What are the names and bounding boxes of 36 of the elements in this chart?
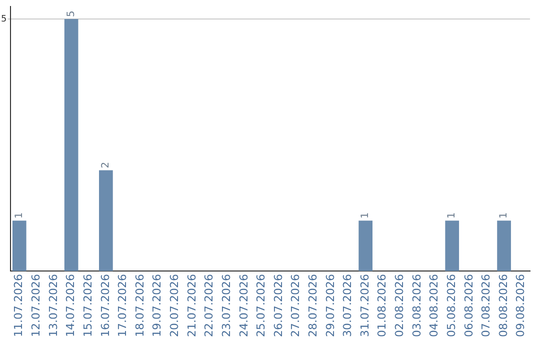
x-tick-label: 23.07.2026 xyxy=(220,274,233,338)
x-tick-label: 22.07.2026 xyxy=(202,274,216,338)
x-tick-label: 31.07.2026 xyxy=(358,274,372,338)
data-label: 1 xyxy=(498,212,510,219)
data-label: 1 xyxy=(14,212,25,219)
x-tick-label: 11.07.2026 xyxy=(12,274,26,338)
x-tick-label: 27.07.2026 xyxy=(289,274,302,338)
x-tick-label: 07.08.2026 xyxy=(480,274,493,338)
x-tick-label: 16.07.2026 xyxy=(98,274,112,338)
x-tick-label: 01.08.2026 xyxy=(376,274,389,338)
x-tick-label: 24.07.2026 xyxy=(237,274,250,338)
x-tick-label: 13.07.2026 xyxy=(46,274,60,338)
x-tick-label: 04.08.2026 xyxy=(428,274,441,338)
x-tick-label: 18.07.2026 xyxy=(133,274,146,338)
x-tick-label: 05.08.2026 xyxy=(444,274,458,338)
x-tick-label: 08.08.2026 xyxy=(496,274,510,338)
data-label: 1 xyxy=(446,212,458,219)
x-tick-label: 26.07.2026 xyxy=(272,274,285,338)
x-tick-label: 14.07.2026 xyxy=(64,274,78,338)
data-label: 1 xyxy=(360,212,372,219)
x-tick-label: 02.08.2026 xyxy=(393,274,406,338)
x-tick-label: 17.07.2026 xyxy=(116,274,130,338)
x-tick-label: 15.07.2026 xyxy=(81,274,94,338)
x-tick-label: 09.08.2026 xyxy=(514,274,528,338)
x-tick-label: 03.08.2026 xyxy=(410,274,424,338)
x-tick-label: 19.07.2026 xyxy=(150,274,164,338)
x-tick-label: 06.08.2026 xyxy=(462,274,476,338)
x-tick-label: 20.07.2026 xyxy=(168,274,182,338)
x-tick-label: 30.07.2026 xyxy=(341,274,354,338)
data-label: 5 xyxy=(66,10,77,17)
x-tick-label: 29.07.2026 xyxy=(324,274,337,338)
x-tick-label: 28.07.2026 xyxy=(306,274,320,338)
x-tick-label: 25.07.2026 xyxy=(254,274,268,338)
x-tick-label: 21.07.2026 xyxy=(185,274,198,338)
data-label: 2 xyxy=(100,162,112,168)
x-tick-label: 12.07.2026 xyxy=(30,274,43,338)
